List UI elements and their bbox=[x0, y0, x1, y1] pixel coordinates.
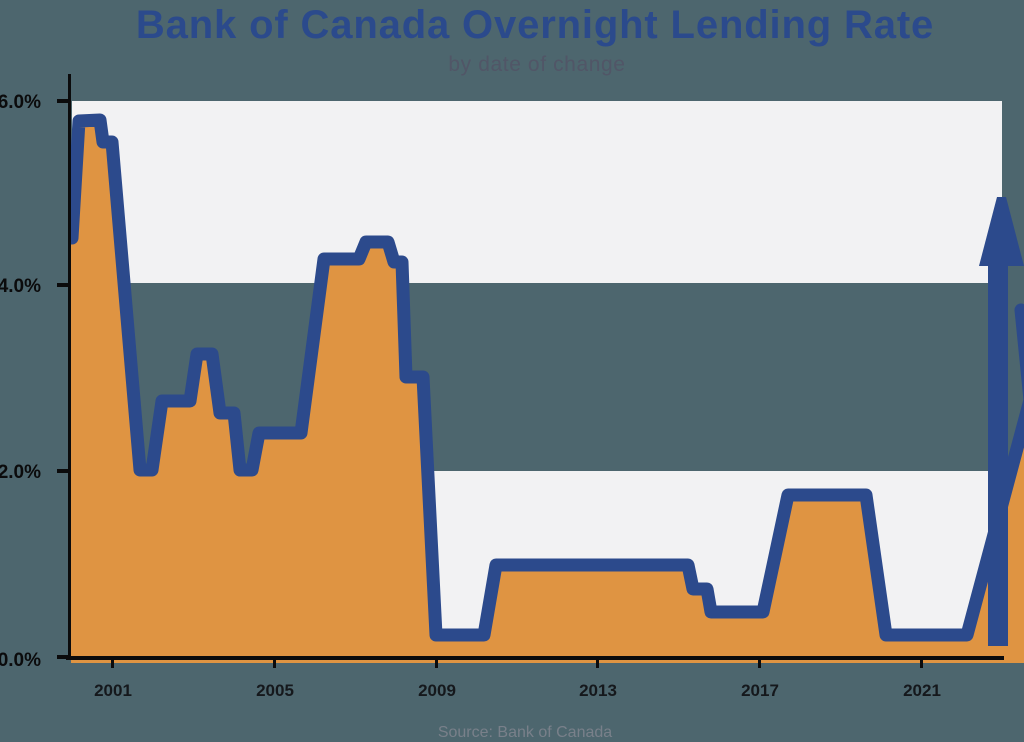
svg-text:2.0%: 2.0% bbox=[0, 462, 41, 483]
svg-text:2017: 2017 bbox=[741, 681, 779, 700]
svg-text:6.0%: 6.0% bbox=[0, 92, 41, 113]
svg-text:2009: 2009 bbox=[418, 681, 456, 700]
svg-text:2013: 2013 bbox=[579, 681, 617, 700]
svg-text:2021: 2021 bbox=[903, 681, 941, 700]
svg-text:0.0%: 0.0% bbox=[0, 650, 41, 671]
svg-text:2005: 2005 bbox=[256, 681, 294, 700]
svg-text:4.0%: 4.0% bbox=[0, 276, 41, 297]
svg-text:Source: Bank of Canada: Source: Bank of Canada bbox=[438, 724, 612, 741]
svg-text:by date of change: by date of change bbox=[448, 53, 625, 76]
svg-text:2001: 2001 bbox=[94, 681, 132, 700]
svg-text:Bank of Canada Overnight Lendi: Bank of Canada Overnight Lending Rate bbox=[136, 3, 934, 47]
